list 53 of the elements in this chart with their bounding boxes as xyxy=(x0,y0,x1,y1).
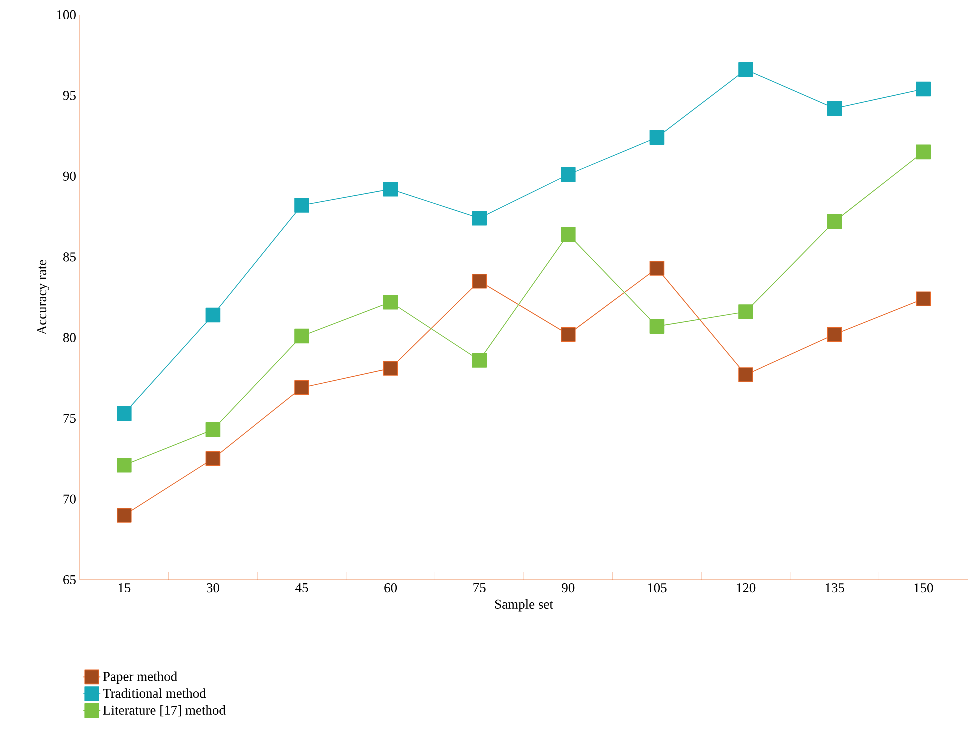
point xyxy=(738,304,754,320)
y-tick-label: 65 xyxy=(64,575,76,585)
point xyxy=(206,308,221,323)
x-tick-label: 135 xyxy=(826,584,844,593)
point xyxy=(827,214,842,230)
x-tick-label: 45 xyxy=(296,584,308,593)
point xyxy=(294,380,310,396)
point xyxy=(117,508,132,523)
point xyxy=(827,327,842,342)
point xyxy=(206,422,221,438)
point xyxy=(650,319,665,334)
y-tick-label: 100 xyxy=(57,10,76,20)
point xyxy=(472,353,488,368)
x-tick-label: 15 xyxy=(118,584,131,593)
x-tick-label: 30 xyxy=(207,584,220,593)
x-axis-title: Sample set xyxy=(495,599,554,612)
point xyxy=(738,62,754,78)
point xyxy=(561,227,576,242)
legend-label: Paper method xyxy=(103,672,178,684)
point xyxy=(117,458,132,473)
x-tick-label: 105 xyxy=(648,584,667,593)
point xyxy=(294,328,310,344)
point xyxy=(206,452,221,466)
point xyxy=(916,144,932,160)
point xyxy=(827,101,842,116)
y-tick-label: 70 xyxy=(64,494,76,504)
y-tick-label: 85 xyxy=(63,252,76,262)
point xyxy=(383,361,398,376)
y-tick-label: 95 xyxy=(63,91,76,100)
point xyxy=(472,211,488,226)
point xyxy=(738,368,754,382)
x-tick-label: 150 xyxy=(914,584,934,593)
point xyxy=(294,198,310,213)
point xyxy=(472,274,488,289)
point xyxy=(650,130,665,146)
point xyxy=(117,406,132,422)
y-axis-title: Accuracy rate xyxy=(38,260,50,336)
y-tick-label: 80 xyxy=(63,333,76,342)
y-tick-label: 75 xyxy=(64,414,76,424)
point xyxy=(561,167,576,182)
legend-label: Literature [17] method xyxy=(103,705,226,717)
y-tick-label: 90 xyxy=(63,172,76,181)
x-tick-label: 60 xyxy=(384,584,398,593)
point xyxy=(916,292,932,307)
point xyxy=(650,261,665,276)
legend-label: Traditional method xyxy=(103,688,206,698)
point xyxy=(916,82,932,97)
x-tick-label: 120 xyxy=(737,584,756,593)
x-tick-label: 90 xyxy=(562,584,575,593)
point xyxy=(561,327,576,342)
x-tick-label: 75 xyxy=(474,584,486,592)
point xyxy=(383,182,398,197)
point xyxy=(383,294,398,310)
